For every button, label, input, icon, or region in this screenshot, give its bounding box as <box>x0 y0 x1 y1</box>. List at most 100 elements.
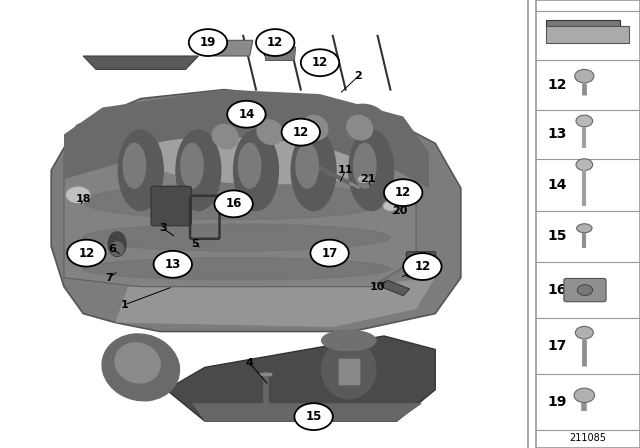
FancyBboxPatch shape <box>406 252 436 277</box>
Ellipse shape <box>118 130 163 211</box>
Ellipse shape <box>102 334 180 401</box>
Ellipse shape <box>322 340 376 399</box>
Circle shape <box>575 69 594 83</box>
Text: 14: 14 <box>238 108 255 121</box>
Text: 12: 12 <box>292 125 309 139</box>
FancyBboxPatch shape <box>151 186 191 226</box>
Text: 12: 12 <box>267 36 284 49</box>
Text: 211085: 211085 <box>570 433 607 443</box>
Text: 10: 10 <box>370 282 385 292</box>
Text: 15: 15 <box>305 410 322 423</box>
Polygon shape <box>83 56 198 69</box>
Circle shape <box>310 240 349 267</box>
Text: 17: 17 <box>321 246 338 260</box>
Ellipse shape <box>291 130 336 211</box>
Circle shape <box>575 326 593 339</box>
Circle shape <box>214 190 253 217</box>
Circle shape <box>384 179 422 206</box>
Ellipse shape <box>206 113 255 155</box>
Circle shape <box>154 251 192 278</box>
Ellipse shape <box>115 343 160 383</box>
Text: 15: 15 <box>548 229 567 243</box>
Text: 18: 18 <box>76 194 91 204</box>
Circle shape <box>357 175 370 184</box>
Text: 21: 21 <box>360 174 376 184</box>
Ellipse shape <box>108 232 126 256</box>
Bar <box>536 0 640 448</box>
Circle shape <box>282 119 320 146</box>
Ellipse shape <box>83 184 390 220</box>
Text: 14: 14 <box>548 178 567 192</box>
Text: 12: 12 <box>395 186 412 199</box>
Text: 13: 13 <box>164 258 181 271</box>
Text: 2: 2 <box>355 71 362 81</box>
Ellipse shape <box>322 331 376 350</box>
Ellipse shape <box>296 143 319 188</box>
Text: 16: 16 <box>225 197 242 211</box>
Circle shape <box>383 201 398 211</box>
Polygon shape <box>264 47 296 60</box>
Ellipse shape <box>340 104 389 146</box>
Circle shape <box>403 253 442 280</box>
Ellipse shape <box>212 125 238 149</box>
Polygon shape <box>546 26 629 43</box>
Bar <box>338 358 360 385</box>
Circle shape <box>576 115 593 127</box>
Ellipse shape <box>239 143 261 188</box>
Polygon shape <box>211 40 253 56</box>
Text: 4: 4 <box>246 358 253 368</box>
Polygon shape <box>115 278 435 327</box>
Ellipse shape <box>123 143 146 188</box>
Ellipse shape <box>347 116 372 140</box>
Circle shape <box>227 101 266 128</box>
Ellipse shape <box>349 130 394 211</box>
Ellipse shape <box>577 224 592 233</box>
Text: 16: 16 <box>548 283 567 297</box>
Circle shape <box>301 49 339 76</box>
Ellipse shape <box>257 120 283 144</box>
Text: 12: 12 <box>414 260 431 273</box>
Text: 12: 12 <box>548 78 567 92</box>
Text: 12: 12 <box>312 56 328 69</box>
Polygon shape <box>64 90 429 188</box>
Polygon shape <box>192 403 422 421</box>
Text: 5: 5 <box>191 239 199 249</box>
Ellipse shape <box>181 143 204 188</box>
Circle shape <box>65 186 91 204</box>
Ellipse shape <box>111 242 124 255</box>
Circle shape <box>574 388 595 402</box>
Text: 3: 3 <box>159 224 167 233</box>
Text: 13: 13 <box>548 127 567 142</box>
FancyBboxPatch shape <box>564 279 606 302</box>
Text: 9: 9 <box>406 268 413 278</box>
Text: 6: 6 <box>108 244 116 254</box>
Polygon shape <box>546 20 620 26</box>
Text: 1: 1 <box>121 300 129 310</box>
Text: 17: 17 <box>548 339 567 353</box>
Circle shape <box>577 285 593 296</box>
Ellipse shape <box>251 109 300 151</box>
Ellipse shape <box>122 134 390 207</box>
Text: 19: 19 <box>200 36 216 49</box>
Text: 8: 8 <box>255 38 263 47</box>
Text: 11: 11 <box>338 165 353 175</box>
Circle shape <box>189 29 227 56</box>
Text: 19: 19 <box>548 395 567 409</box>
Polygon shape <box>64 108 416 287</box>
Circle shape <box>294 403 333 430</box>
Text: 12: 12 <box>78 246 95 260</box>
Ellipse shape <box>302 116 328 140</box>
Polygon shape <box>51 90 461 332</box>
Ellipse shape <box>353 143 376 188</box>
Ellipse shape <box>83 258 390 280</box>
Ellipse shape <box>83 224 390 251</box>
Ellipse shape <box>138 138 361 185</box>
Ellipse shape <box>296 104 344 146</box>
Circle shape <box>576 159 593 171</box>
Text: 7: 7 <box>105 273 113 283</box>
Ellipse shape <box>234 130 278 211</box>
Ellipse shape <box>176 130 221 211</box>
Circle shape <box>256 29 294 56</box>
Polygon shape <box>166 336 435 421</box>
Polygon shape <box>381 280 410 296</box>
